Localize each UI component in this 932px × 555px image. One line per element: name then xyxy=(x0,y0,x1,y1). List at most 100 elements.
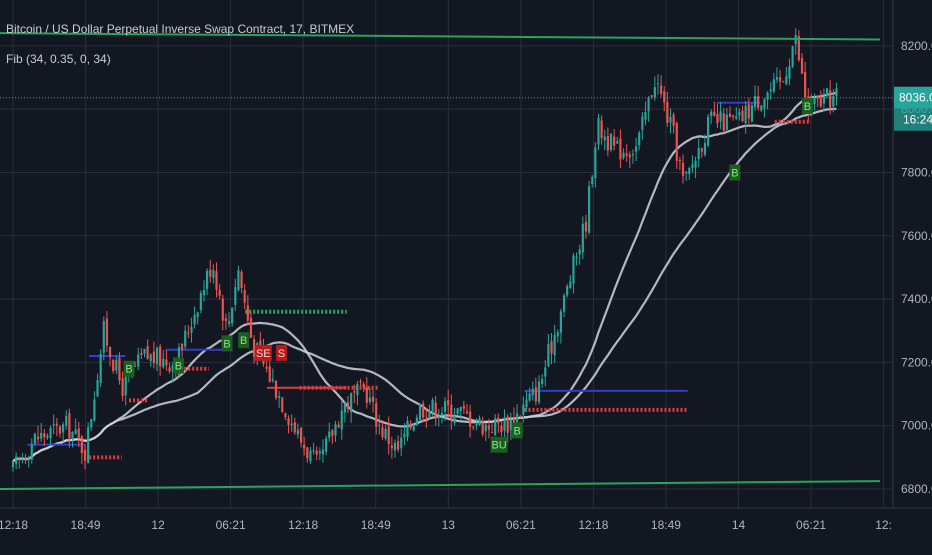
candle-up[interactable] xyxy=(569,275,572,289)
candle-up[interactable] xyxy=(541,374,544,388)
signal-label-sell[interactable]: SE xyxy=(254,344,272,361)
candle-up[interactable] xyxy=(706,113,710,148)
candle-up[interactable] xyxy=(33,432,37,446)
candle-down[interactable] xyxy=(337,421,340,428)
candle-down[interactable] xyxy=(112,358,115,374)
candle-up[interactable] xyxy=(572,253,575,294)
candle-up[interactable] xyxy=(669,108,672,134)
candle-down[interactable] xyxy=(625,144,628,162)
candle-up[interactable] xyxy=(328,422,331,442)
candle-up[interactable] xyxy=(547,333,550,368)
candle-up[interactable] xyxy=(575,252,578,266)
candle-up[interactable] xyxy=(735,106,738,121)
candle-up[interactable] xyxy=(634,137,638,162)
candle-down[interactable] xyxy=(146,339,149,360)
candle-up[interactable] xyxy=(52,414,55,435)
candle-down[interactable] xyxy=(829,79,832,115)
price-axis[interactable]: 8200.08000.07800.07600.07400.07200.07000… xyxy=(892,0,932,550)
candle-up[interactable] xyxy=(653,76,656,101)
signal-label-buy[interactable]: B xyxy=(511,422,523,439)
candle-up[interactable] xyxy=(403,423,406,446)
candle-up[interactable] xyxy=(290,414,293,432)
candle-up[interactable] xyxy=(772,72,775,94)
candle-up[interactable] xyxy=(525,390,528,413)
candle-down[interactable] xyxy=(331,428,334,445)
candle-down[interactable] xyxy=(619,129,622,169)
candle-down[interactable] xyxy=(43,428,46,446)
candle-up[interactable] xyxy=(484,422,487,442)
candle-up[interactable] xyxy=(102,316,105,361)
candle-up[interactable] xyxy=(791,45,794,69)
candle-down[interactable] xyxy=(666,91,669,127)
candle-down[interactable] xyxy=(700,147,703,158)
candle-up[interactable] xyxy=(638,130,641,151)
candle-down[interactable] xyxy=(713,101,716,117)
candle-down[interactable] xyxy=(497,413,500,433)
candle-up[interactable] xyxy=(559,308,563,344)
candle-down[interactable] xyxy=(224,313,227,330)
candle-down[interactable] xyxy=(628,151,631,168)
candle-down[interactable] xyxy=(105,311,109,353)
signal-label-buy[interactable]: B xyxy=(123,360,135,377)
candle-up[interactable] xyxy=(428,404,431,420)
candle-up[interactable] xyxy=(193,306,196,329)
candle-up[interactable] xyxy=(594,142,597,188)
candle-up[interactable] xyxy=(231,307,234,327)
candle-up[interactable] xyxy=(318,447,321,461)
candle-up[interactable] xyxy=(400,428,403,457)
candle-up[interactable] xyxy=(760,104,763,112)
candle-up[interactable] xyxy=(115,355,118,375)
candle-up[interactable] xyxy=(155,346,159,372)
candle-up[interactable] xyxy=(453,407,456,426)
candle-up[interactable] xyxy=(227,312,231,328)
candle-up[interactable] xyxy=(234,278,237,312)
candle-down[interactable] xyxy=(465,403,469,415)
candle-up[interactable] xyxy=(710,109,713,125)
candle-up[interactable] xyxy=(93,391,96,422)
candle-up[interactable] xyxy=(309,446,312,464)
candle-up[interactable] xyxy=(99,349,102,387)
candle-up[interactable] xyxy=(475,418,478,431)
candle-up[interactable] xyxy=(196,311,199,325)
candle-down[interactable] xyxy=(381,420,384,440)
candle-up[interactable] xyxy=(356,381,359,406)
candle-up[interactable] xyxy=(21,453,24,464)
candle-up[interactable] xyxy=(190,317,193,343)
candle-up[interactable] xyxy=(697,138,700,168)
candle-down[interactable] xyxy=(490,421,494,433)
candle-down[interactable] xyxy=(346,395,350,414)
candle-down[interactable] xyxy=(472,425,475,431)
candle-up[interactable] xyxy=(334,420,337,443)
candle-up[interactable] xyxy=(822,88,826,112)
candle-up[interactable] xyxy=(825,87,829,99)
candle-up[interactable] xyxy=(503,409,506,438)
candle-down[interactable] xyxy=(500,420,503,437)
candle-up[interactable] xyxy=(406,416,409,442)
candle-up[interactable] xyxy=(537,375,541,405)
candle-up[interactable] xyxy=(321,439,325,463)
candle-down[interactable] xyxy=(409,420,412,431)
candle-down[interactable] xyxy=(375,398,378,435)
symbol-title[interactable]: Bitcoin / US Dollar Perpetual Inverse Sw… xyxy=(6,22,355,36)
candle-up[interactable] xyxy=(40,422,43,442)
candle-up[interactable] xyxy=(71,431,74,448)
signal-label-buy[interactable]: B xyxy=(729,164,741,181)
candle-down[interactable] xyxy=(672,112,675,134)
candle-down[interactable] xyxy=(58,424,62,438)
candle-up[interactable] xyxy=(30,438,33,464)
candle-up[interactable] xyxy=(566,284,569,298)
candle-down[interactable] xyxy=(387,416,390,455)
candle-up[interactable] xyxy=(531,381,534,401)
candle-up[interactable] xyxy=(212,264,215,284)
candle-down[interactable] xyxy=(274,380,278,401)
candle-up[interactable] xyxy=(15,452,18,470)
candle-up[interactable] xyxy=(609,132,613,153)
candle-up[interactable] xyxy=(350,392,353,423)
candle-down[interactable] xyxy=(732,114,735,121)
candle-down[interactable] xyxy=(550,332,553,365)
candle-up[interactable] xyxy=(343,401,346,423)
candle-down[interactable] xyxy=(180,343,184,358)
candle-down[interactable] xyxy=(134,361,137,367)
candle-down[interactable] xyxy=(757,85,760,111)
candle-down[interactable] xyxy=(800,53,804,75)
